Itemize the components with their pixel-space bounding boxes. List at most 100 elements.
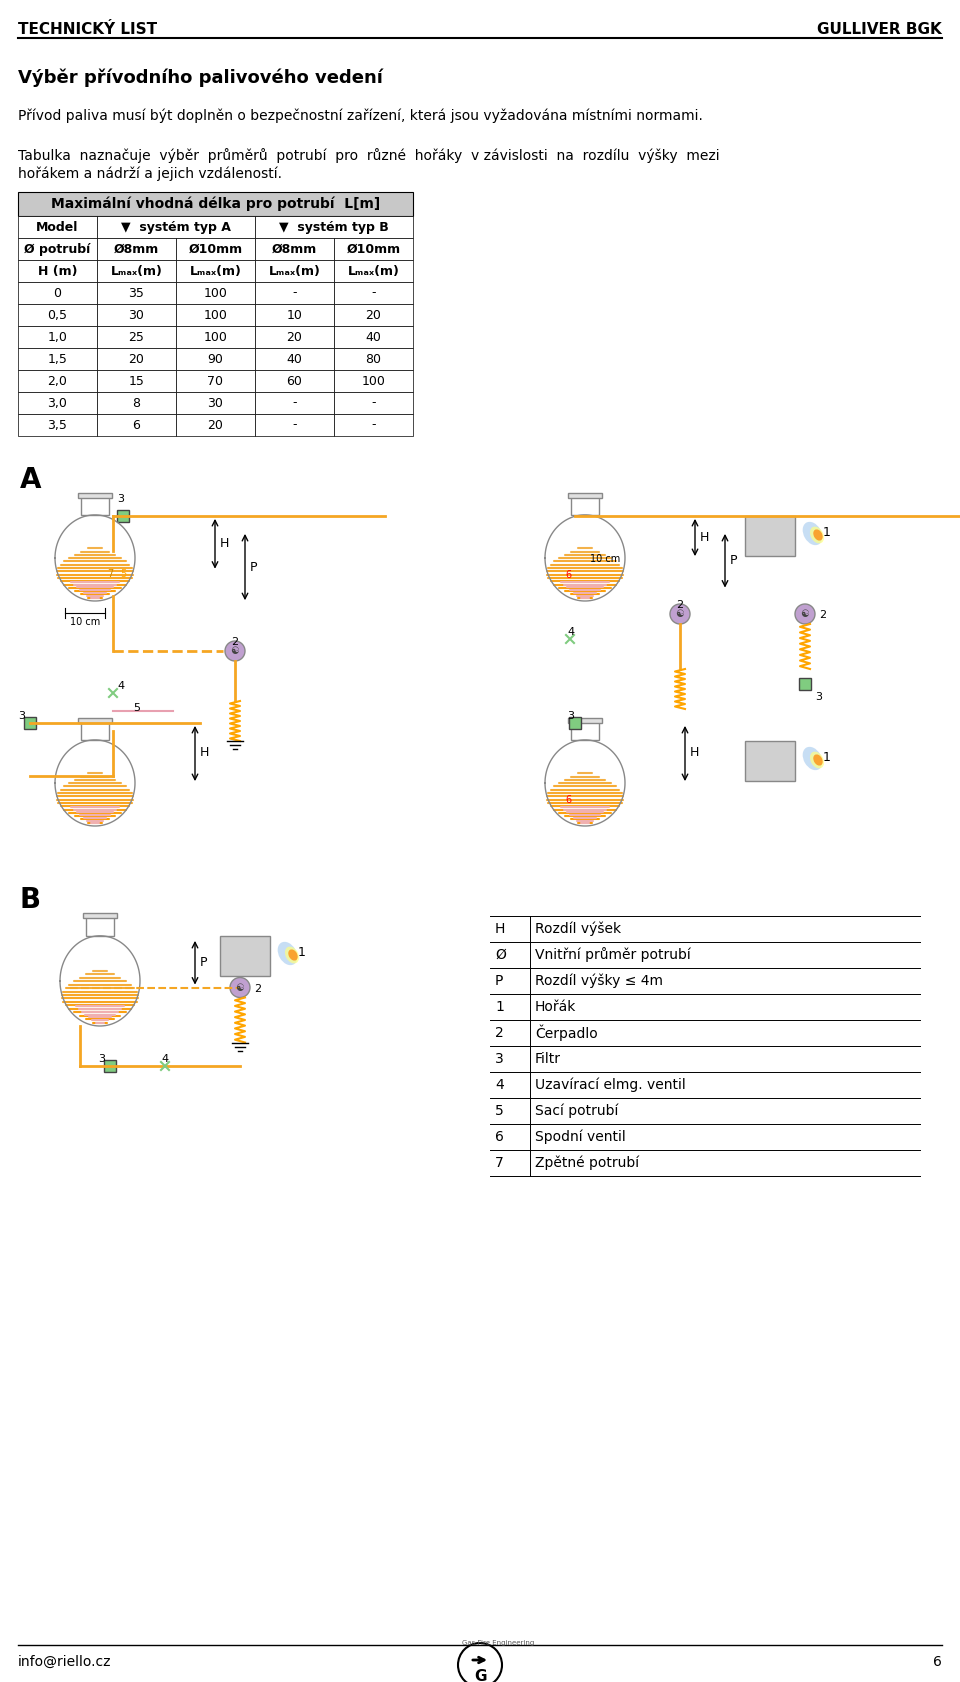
Text: 2: 2	[254, 984, 261, 994]
Bar	[255, 370, 334, 392]
Bar	[255, 392, 334, 414]
Text: 35: 35	[129, 286, 144, 299]
Bar	[176, 348, 255, 370]
Text: ☯: ☯	[676, 609, 684, 619]
Text: 5: 5	[120, 569, 127, 579]
Text: 7: 7	[107, 569, 113, 579]
Text: H (m): H (m)	[37, 264, 77, 278]
Text: 2,0: 2,0	[48, 375, 67, 387]
Bar	[176, 283, 255, 304]
Text: Lₘₐₓ(m): Lₘₐₓ(m)	[348, 264, 399, 278]
Text: 3: 3	[567, 711, 574, 722]
Text: -: -	[292, 419, 297, 432]
Bar	[18, 370, 97, 392]
Bar	[745, 742, 795, 780]
Text: 6: 6	[933, 1655, 942, 1669]
Bar	[18, 261, 97, 283]
Bar	[799, 678, 811, 690]
Text: B: B	[20, 886, 41, 913]
Ellipse shape	[285, 947, 300, 964]
Text: Tabulka  naznačuje  výběr  průměrů  potrubí  pro  různé  hořáky  v závislosti  n: Tabulka naznačuje výběr průměrů potrubí …	[18, 148, 720, 163]
Bar	[97, 237, 176, 261]
Bar	[18, 283, 97, 304]
Bar	[334, 326, 413, 348]
Bar	[97, 370, 176, 392]
Text: 20: 20	[366, 308, 381, 321]
Bar	[569, 717, 581, 728]
Bar	[571, 496, 599, 515]
Bar	[220, 935, 270, 976]
Text: Sací potrubí: Sací potrubí	[535, 1103, 618, 1119]
Text: Ø8mm: Ø8mm	[114, 242, 159, 256]
Text: 4: 4	[117, 681, 124, 691]
Text: 15: 15	[129, 375, 144, 387]
Bar	[334, 370, 413, 392]
Text: ▼  systém typ A: ▼ systém typ A	[121, 220, 231, 234]
Text: 3: 3	[98, 1055, 105, 1065]
Ellipse shape	[810, 752, 824, 769]
Text: 4: 4	[495, 1078, 504, 1092]
Text: H: H	[495, 922, 505, 935]
Bar	[334, 414, 413, 436]
Text: 90: 90	[207, 353, 224, 365]
Text: 3,0: 3,0	[48, 397, 67, 409]
Text: Ø: Ø	[495, 949, 506, 962]
Text: 2: 2	[676, 600, 684, 611]
Ellipse shape	[277, 942, 298, 965]
Bar	[81, 722, 109, 740]
Text: Vnitřní průměr potrubí: Vnitřní průměr potrubí	[535, 947, 691, 962]
Text: ☯: ☯	[230, 646, 239, 656]
Text: TECHNICKÝ LIST: TECHNICKÝ LIST	[18, 22, 157, 37]
Ellipse shape	[813, 755, 823, 765]
Text: 30: 30	[207, 397, 224, 409]
Bar	[97, 414, 176, 436]
Text: 20: 20	[129, 353, 144, 365]
Text: 7: 7	[495, 1156, 504, 1171]
Text: H: H	[200, 747, 209, 759]
Text: 70: 70	[207, 375, 224, 387]
Text: 1: 1	[495, 1001, 504, 1014]
Bar	[176, 304, 255, 326]
Bar	[568, 718, 602, 723]
Text: 1: 1	[823, 750, 830, 764]
Bar	[78, 718, 112, 723]
Bar	[334, 392, 413, 414]
Bar	[255, 304, 334, 326]
Bar	[568, 493, 602, 498]
Bar	[255, 215, 413, 237]
Ellipse shape	[803, 747, 823, 770]
Text: 3,5: 3,5	[48, 419, 67, 432]
Bar	[97, 348, 176, 370]
Text: Uzavírací elmg. ventil: Uzavírací elmg. ventil	[535, 1078, 685, 1092]
Bar	[78, 493, 112, 498]
Text: -: -	[372, 286, 375, 299]
Text: 3: 3	[815, 691, 822, 701]
Text: 5: 5	[133, 703, 140, 713]
Ellipse shape	[803, 521, 823, 545]
Bar	[255, 414, 334, 436]
Bar	[18, 326, 97, 348]
Text: 40: 40	[287, 353, 302, 365]
Text: info@riello.cz: info@riello.cz	[18, 1655, 111, 1669]
Bar	[97, 215, 255, 237]
Text: 100: 100	[362, 375, 385, 387]
Text: 1: 1	[298, 945, 306, 959]
Bar	[18, 237, 97, 261]
Bar	[255, 326, 334, 348]
Text: G: G	[474, 1669, 487, 1682]
Text: 100: 100	[204, 330, 228, 343]
Text: 100: 100	[204, 286, 228, 299]
Text: hořákem a nádrží a jejich vzdáleností.: hořákem a nádrží a jejich vzdáleností.	[18, 167, 282, 180]
Text: Ø10mm: Ø10mm	[188, 242, 243, 256]
Bar	[18, 304, 97, 326]
Text: P: P	[730, 555, 737, 567]
Text: ☯: ☯	[801, 609, 809, 619]
Text: 25: 25	[129, 330, 144, 343]
Bar	[334, 283, 413, 304]
Text: 20: 20	[207, 419, 224, 432]
Text: 6: 6	[132, 419, 140, 432]
Text: A: A	[20, 466, 41, 495]
Bar	[104, 1060, 116, 1071]
Circle shape	[225, 641, 245, 661]
Bar	[255, 261, 334, 283]
